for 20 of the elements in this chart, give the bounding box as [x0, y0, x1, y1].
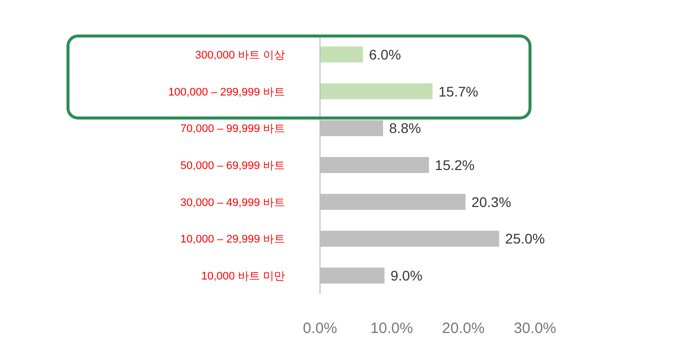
- bar: [320, 46, 363, 62]
- y-tick-label: 50,000 – 69,999 바트: [180, 160, 285, 172]
- data-label: 6.0%: [369, 46, 401, 62]
- data-label: 15.2%: [434, 157, 475, 173]
- data-label: 8.8%: [389, 120, 421, 136]
- y-tick-label: 100,000 – 299,999 바트: [168, 86, 285, 98]
- x-tick-label: 10.0%: [370, 320, 413, 337]
- y-tick-label: 30,000 – 49,999 바트: [180, 196, 285, 209]
- data-label: 15.7%: [438, 83, 478, 100]
- x-tick-label: 0.0%: [302, 320, 338, 337]
- y-tick-label: 70,000 – 99,999 바트: [180, 123, 285, 136]
- y-tick-label: 10,000 – 29,999 바트: [180, 234, 285, 246]
- data-label: 9.0%: [390, 268, 422, 284]
- y-tick-label: 300,000 바트 이상: [195, 49, 285, 62]
- data-label: 20.3%: [471, 194, 512, 210]
- x-tick-label: 30.0%: [514, 320, 556, 337]
- x-tick-label: 20.0%: [442, 320, 485, 337]
- bar: [320, 83, 433, 100]
- data-label: 25.0%: [505, 230, 545, 247]
- y-tick-label: 10,000 바트 미만: [201, 270, 285, 283]
